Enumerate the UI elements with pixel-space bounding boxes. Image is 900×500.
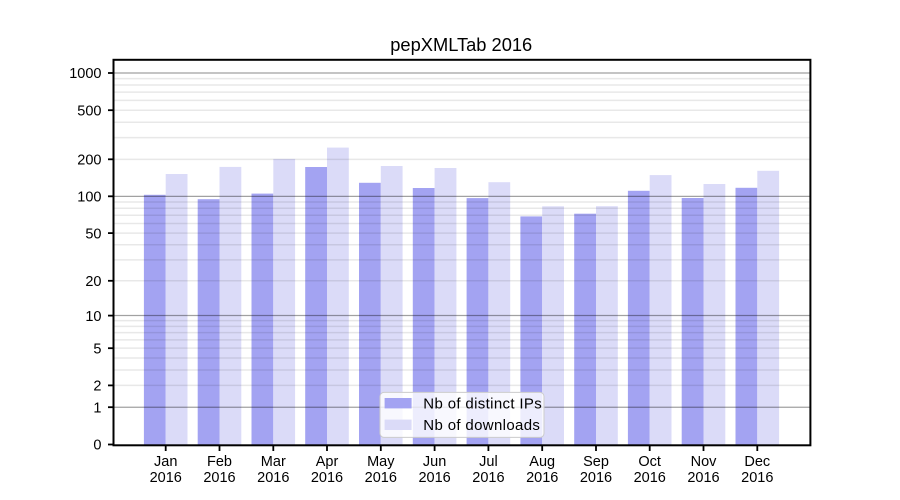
svg-text:May: May (367, 454, 395, 470)
svg-text:2016: 2016 (741, 470, 773, 486)
svg-text:100: 100 (77, 190, 101, 206)
svg-text:Nb of distinct IPs: Nb of distinct IPs (423, 395, 542, 412)
svg-text:2016: 2016 (526, 470, 558, 486)
svg-text:500: 500 (77, 103, 101, 119)
svg-text:2016: 2016 (257, 470, 289, 486)
svg-text:Mar: Mar (261, 454, 286, 470)
svg-text:Oct: Oct (638, 454, 661, 470)
svg-text:Feb: Feb (207, 454, 232, 470)
svg-text:20: 20 (85, 274, 101, 290)
svg-text:Aug: Aug (529, 454, 555, 470)
svg-text:2016: 2016 (472, 470, 504, 486)
svg-text:Apr: Apr (316, 454, 339, 470)
svg-text:2016: 2016 (418, 470, 450, 486)
svg-text:2016: 2016 (687, 470, 719, 486)
svg-text:pepXMLTab 2016: pepXMLTab 2016 (390, 34, 532, 55)
svg-text:Nb of downloads: Nb of downloads (423, 417, 540, 434)
svg-text:50: 50 (85, 226, 101, 242)
svg-text:2: 2 (93, 379, 101, 395)
svg-text:Dec: Dec (744, 454, 770, 470)
svg-text:2016: 2016 (365, 470, 397, 486)
svg-text:2016: 2016 (150, 470, 182, 486)
svg-text:1: 1 (93, 400, 101, 416)
svg-text:Jun: Jun (423, 454, 446, 470)
svg-text:10: 10 (85, 309, 101, 325)
svg-text:1000: 1000 (69, 66, 101, 82)
svg-text:0: 0 (93, 438, 101, 454)
svg-text:2016: 2016 (203, 470, 235, 486)
svg-text:200: 200 (77, 153, 101, 169)
svg-text:2016: 2016 (311, 470, 343, 486)
svg-text:Nov: Nov (691, 454, 718, 470)
svg-text:Sep: Sep (583, 454, 609, 470)
svg-text:2016: 2016 (634, 470, 666, 486)
svg-text:Jul: Jul (479, 454, 498, 470)
svg-text:2016: 2016 (580, 470, 612, 486)
svg-text:5: 5 (93, 341, 101, 357)
svg-text:Jan: Jan (154, 454, 177, 470)
